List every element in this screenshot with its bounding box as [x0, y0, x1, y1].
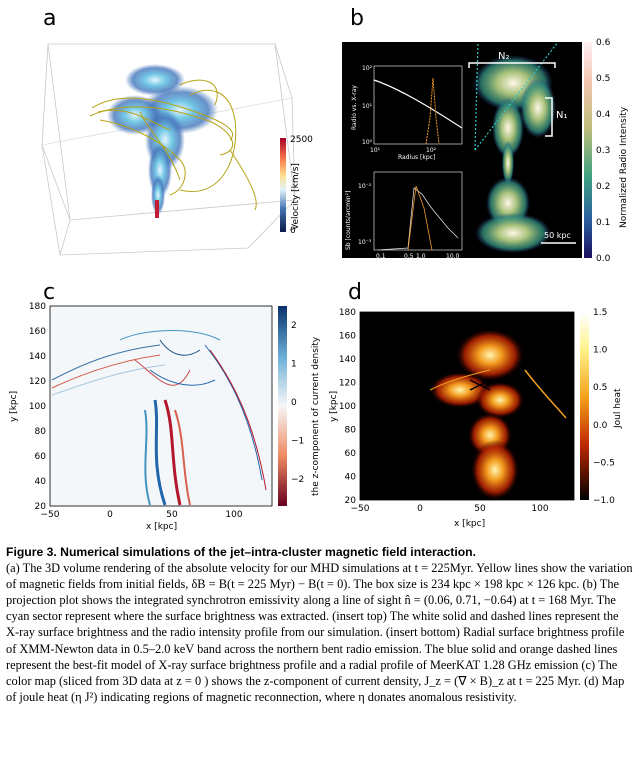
panel-c-cbar-label: the z-component of current density	[311, 336, 320, 496]
panel-d-ytick: 40	[345, 473, 357, 483]
panel-d-cbar-tick: 0.0	[593, 421, 608, 431]
panel-d-ytick: 100	[339, 402, 356, 412]
joule-heat-structures	[429, 329, 567, 500]
panel-d-xtick: 100	[531, 504, 548, 514]
panel-c-ytick: 180	[29, 302, 46, 312]
panel-b-label: b	[350, 6, 364, 31]
inset-bottom-xtick-3: 10.0	[446, 253, 460, 260]
n1-label: N₁	[556, 110, 568, 121]
inset-top: 10² 10¹ 10⁰ 10¹ 10² Radius [kpc] Radio v…	[351, 65, 463, 161]
velocity-colorbar	[280, 138, 286, 232]
panel-d-cbar-tick: 0.5	[593, 383, 607, 393]
radio-emission	[473, 55, 556, 253]
inset-bottom-ytick-1: 10⁻³	[358, 239, 372, 246]
inset-top-ytick-1: 10¹	[362, 103, 373, 110]
panel-c-ytick: 80	[35, 427, 47, 437]
current-density-colorbar	[278, 306, 287, 506]
panel-d-xtick: 0	[417, 504, 423, 514]
panel-c-ylabel: y [kpc]	[9, 391, 19, 422]
radio-cbar-tick: 0.3	[596, 146, 610, 156]
radio-cbar-tick: 0.1	[596, 218, 610, 228]
panel-c-xtick: −50	[41, 510, 60, 520]
panel-c-ytick: 140	[29, 352, 46, 362]
panel-c-current-density: −50 0 50 10018016014012010080604020210−1−2 …	[9, 302, 320, 532]
panel-d-ytick: 180	[339, 308, 356, 318]
panel-d-cbar-tick: 1.5	[593, 308, 607, 318]
n2-label: N₂	[498, 51, 510, 62]
panel-a-label: a	[43, 6, 57, 31]
panel-d-xtick: 50	[474, 504, 486, 514]
panel-d-cbar-tick: −0.5	[593, 458, 615, 468]
velocity-cbar-max: 2500	[290, 135, 313, 145]
caption-body: (a) The 3D volume rendering of the absol…	[6, 561, 633, 704]
panel-d-ytick: 80	[345, 426, 357, 436]
n1-bracket	[545, 97, 553, 137]
panel-c-cbar-tick: −1	[291, 437, 304, 447]
panel-d-cbar-tick: −1.0	[593, 496, 615, 506]
panel-c-label: c	[43, 280, 56, 305]
velocity-cbar-label: Velocity [km/s]	[291, 163, 301, 230]
radio-cbar-tick: 0.5	[596, 74, 610, 84]
panel-c-xlabel: x [kpc]	[146, 522, 177, 532]
panel-c-xtick: 0	[107, 510, 113, 520]
panel-c-cbar-tick: 2	[291, 321, 297, 331]
inset-top-ytick-0: 10²	[362, 65, 373, 72]
inset-top-xtick-0: 10¹	[370, 147, 381, 154]
magnetic-field-lines	[89, 79, 257, 211]
inset-top-ytick-2: 10⁰	[362, 139, 373, 146]
radio-colorbar	[584, 42, 592, 258]
inset-bottom-ylabel: Sb [counts/arcmin²]	[345, 191, 352, 250]
panel-d-cbar-label: Joul heat	[613, 388, 623, 429]
radio-cbar-label: Normalized Radio Intensity	[619, 106, 629, 228]
panel-d-xlabel: x [kpc]	[454, 519, 485, 529]
radio-cbar-tick: 0.4	[596, 110, 611, 120]
panel-d-ylabel: y [kpc]	[329, 391, 339, 422]
panel-c-cbar-tick: −2	[291, 475, 304, 485]
panel-d-ytick: 140	[339, 355, 356, 365]
panel-c-ytick: 20	[35, 502, 47, 512]
panel-d-ytick: 60	[345, 449, 357, 459]
panel-d-joule-heat: −50 0 50 100 180 160 140 120 100 80 60 40 20 1.5 1.0 0.…	[329, 308, 623, 529]
inset-top-xtick-1: 10²	[426, 147, 437, 154]
joule-heat-colorbar	[580, 312, 589, 500]
panel-d-xtick: −50	[351, 504, 370, 514]
panel-a-volume-rendering: 2500 0 Velocity [km/s]	[41, 43, 313, 256]
velocity-cbar-min: 0	[290, 226, 296, 236]
inset-top-xlabel: Radius [kpc]	[398, 154, 435, 161]
panel-d-ytick: 20	[345, 496, 357, 506]
cyan-sector	[474, 41, 559, 151]
inset-bottom: 10⁻² 10⁻³ 0.1 0.5 1.0 10.0 Sb [counts/ar…	[345, 171, 463, 260]
caption-title: Figure 3. Numerical simulations of the j…	[6, 545, 476, 559]
panel-b-projection: N₂ N₁ 50 kpc 10² 10¹ 10⁰ 10¹ 10² Radius …	[342, 38, 629, 264]
panel-c-xtick: 50	[166, 510, 178, 520]
inset-bottom-xtick-2: 1.0	[416, 253, 426, 260]
radio-cbar-tick: 0.6	[596, 38, 611, 48]
figure-caption: Figure 3. Numerical simulations of the j…	[6, 544, 634, 705]
radio-cbar-tick: 0.2	[596, 182, 610, 192]
panel-c-ytick: 160	[29, 327, 46, 337]
panel-c-ytick: 60	[35, 452, 47, 462]
inset-bottom-ytick-0: 10⁻²	[358, 183, 372, 190]
jet-volume	[107, 64, 218, 218]
panel-c-ytick: 120	[29, 377, 46, 387]
n2-bracket	[468, 62, 556, 68]
panel-c-ytick: 40	[35, 477, 47, 487]
inset-bottom-xtick-0: 0.1	[376, 253, 386, 260]
panel-c-xtick: 100	[225, 510, 242, 520]
current-density-structures	[51, 330, 267, 506]
panel-d-ytick: 160	[339, 332, 356, 342]
inset-top-ylabel: Radio vs. X-ray	[351, 85, 358, 130]
panel-d-cbar-tick: 1.0	[593, 346, 608, 356]
panel-d-label: d	[348, 280, 362, 305]
panel-c-cbar-tick: 0	[291, 398, 297, 408]
scale-bar-label: 50 kpc	[544, 231, 571, 240]
radio-cbar-tick: 0.0	[596, 254, 611, 264]
inset-bottom-xtick-1: 0.5	[404, 253, 414, 260]
panel-c-cbar-tick: 1	[291, 360, 297, 370]
panel-c-ytick: 100	[29, 402, 46, 412]
panel-d-ytick: 120	[339, 379, 356, 389]
